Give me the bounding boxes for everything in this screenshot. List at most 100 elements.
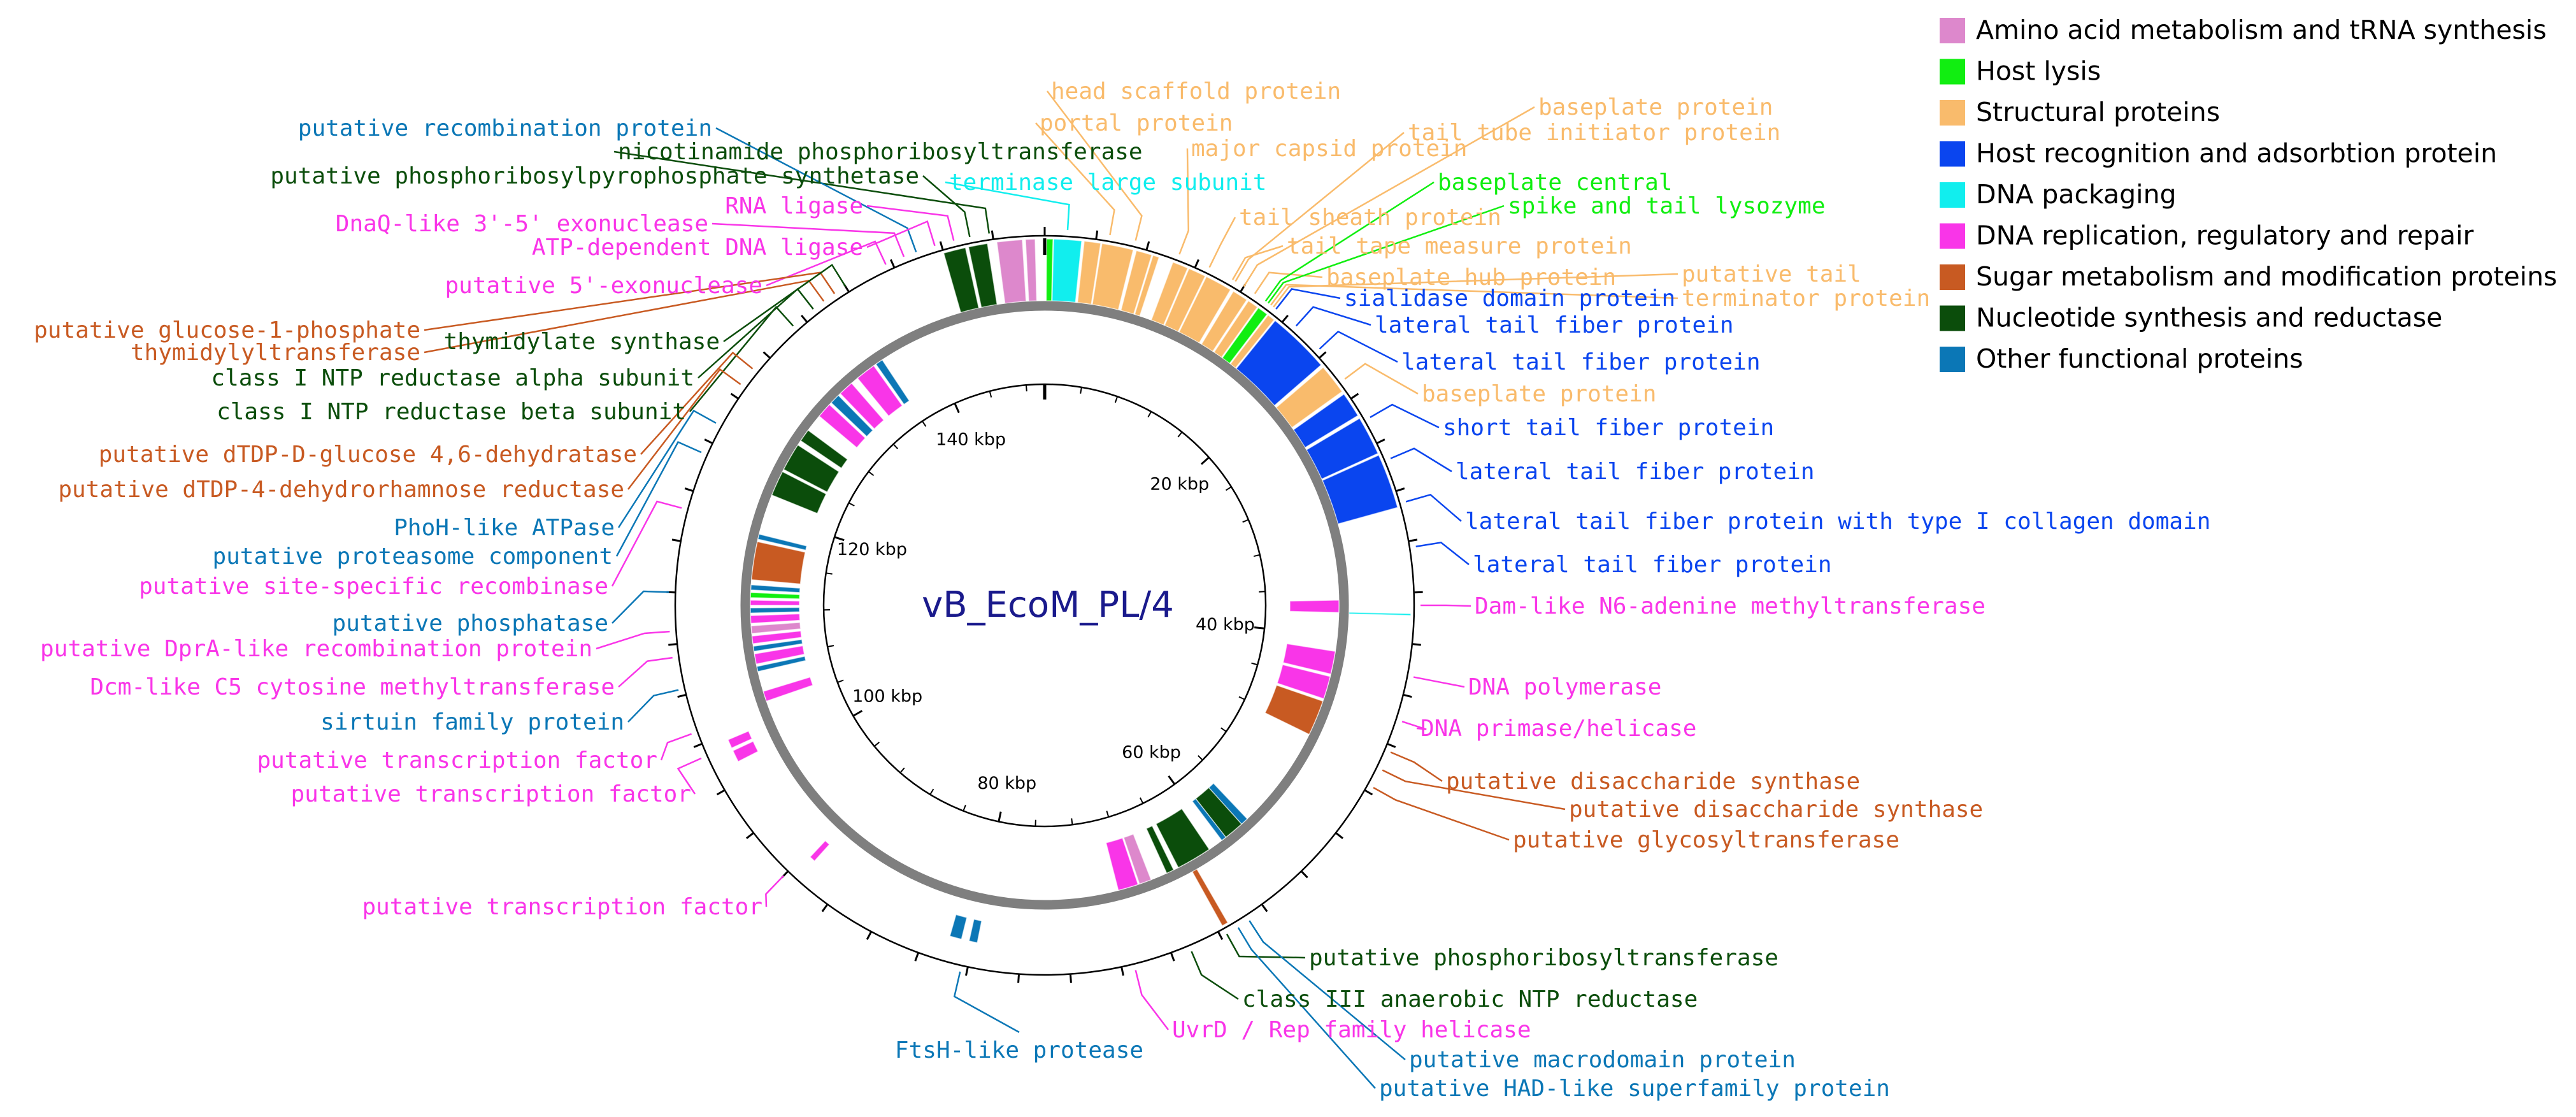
outer-ring-tick [730, 393, 739, 400]
forward-gene-arc [943, 247, 980, 313]
label-leader [1373, 786, 1510, 841]
label-leader [698, 287, 814, 378]
gene-label: Dam-like N6-adenine methyltransferase [1475, 593, 1986, 619]
reverse-gene-arc [857, 364, 903, 417]
gene-label: sirtuin family protein [320, 709, 624, 735]
scale-tick [1147, 411, 1152, 418]
scale-tick [1226, 486, 1232, 491]
outside-gene-arc [949, 914, 968, 940]
legend-label: DNA replication, regulatory and repair [1976, 220, 2473, 251]
gene-label: baseplate hub protein [1326, 264, 1616, 291]
outer-ring-tick [1194, 259, 1199, 268]
reverse-gene-arc [750, 622, 801, 635]
outer-ring-tick [1170, 953, 1175, 962]
gene-label: lateral tail fiber protein [1473, 552, 1832, 578]
outer-ring-tick [745, 832, 754, 839]
outer-ring-tick [1095, 230, 1099, 239]
gene-label: putative 5'-exonuclease [445, 273, 763, 299]
legend-swatch [1940, 305, 1965, 331]
outer-ring-tick [866, 932, 872, 940]
reverse-gene-arc [1264, 684, 1324, 735]
gene-label: putative HAD-like superfamily protein [1379, 1076, 1890, 1102]
outer-ring-tick [914, 953, 919, 962]
label-leader-lines [424, 90, 1678, 1089]
outer-ring-tick [677, 694, 686, 698]
scale-tick-label: 120 kbp [837, 540, 907, 559]
legend-swatch [1940, 18, 1965, 43]
legend-label: Structural proteins [1976, 97, 2220, 127]
label-leader [1249, 920, 1406, 1060]
legend-swatch [1940, 223, 1965, 249]
reverse-gene-arc [830, 394, 874, 438]
label-leader [1047, 90, 1143, 241]
gene-label: putative macrodomain protein [1409, 1047, 1796, 1073]
label-leader [866, 220, 936, 249]
legend-swatch [1940, 347, 1965, 372]
gene-label: putative glycosyltransferase [1513, 827, 1900, 853]
outer-ring-tick [939, 241, 944, 250]
label-leader [712, 222, 905, 257]
gene-label: sialidase domain protein [1344, 285, 1675, 312]
label-leader [612, 590, 669, 624]
gene-label: spike and tail lysozyme [1508, 193, 1826, 219]
scale-tick [922, 421, 927, 427]
gene-label: terminator protein [1682, 285, 1930, 312]
legend-label: Host recognition and adsorbtion protein [1976, 138, 2497, 169]
gene-label: DNA polymerase [1468, 674, 1661, 700]
label-leader [1420, 604, 1471, 607]
gene-label: putative site-specific recombinase [139, 573, 608, 600]
label-leader [1231, 245, 1284, 280]
forward-gene-arc [1221, 307, 1268, 364]
forward-gene-arc [1051, 238, 1082, 303]
gene-label: ATP-dependent DNA ligase [532, 234, 863, 261]
reverse-gene-arc [1123, 833, 1152, 885]
reverse-gene-arc [757, 533, 808, 551]
label-leader [866, 205, 955, 241]
outer-ring-tick [671, 538, 681, 542]
gene-label: tail tape measure protein [1287, 233, 1632, 259]
outer-ring-tick [704, 438, 713, 444]
gene-label: lateral tail fiber protein [1401, 349, 1761, 375]
label-leader [1191, 951, 1239, 1000]
outer-ring-tick [965, 967, 969, 976]
scale-tick [827, 645, 834, 648]
label-leader [1295, 306, 1371, 327]
outer-ring-tick [1396, 487, 1405, 492]
gene-label: class III anaerobic NTP reductase [1242, 986, 1698, 1013]
label-leader [627, 689, 679, 723]
outer-ring-tick [1217, 932, 1224, 940]
label-leader [627, 368, 741, 490]
gene-label: baseplate protein [1422, 381, 1656, 407]
outer-ring-tick [801, 315, 808, 322]
gene-label: PhoH-like ATPase [394, 515, 615, 541]
gene-label: RNA ligase [725, 193, 863, 219]
reverse-gene-arc [771, 471, 827, 514]
forward-gene-arc [1191, 868, 1229, 926]
gene-label: baseplate protein [1538, 94, 1773, 120]
outer-ring-tick [716, 789, 725, 796]
outer-ring-tick [1301, 870, 1308, 879]
label-leader [1413, 676, 1465, 688]
gene-label: putative dTDP-4-dehydrorhamnose reductas… [58, 477, 624, 503]
legend: Amino acid metabolism and tRNA synthesis… [1940, 15, 2557, 374]
label-leader [660, 733, 692, 761]
reverse-gene-arc [1282, 643, 1336, 675]
legend-label: Other functional proteins [1976, 343, 2303, 374]
reverse-gene-arc [1145, 825, 1175, 874]
reverse-gene-arc [1191, 798, 1227, 842]
forward-gene-arc [1091, 243, 1134, 311]
label-leader [1226, 933, 1306, 959]
gene-label: putative phosphoribosylpyrophosphate syn… [270, 163, 919, 189]
label-leader [615, 441, 702, 557]
label-leader [617, 409, 717, 528]
forward-gene-arc [1178, 276, 1231, 344]
gene-label: major capsid protein [1191, 136, 1467, 162]
reverse-gene-arc [756, 656, 806, 672]
outer-ring-tick [684, 487, 693, 492]
gene-label: putative disaccharide synthase [1569, 796, 1983, 823]
scale-tick [1198, 755, 1203, 761]
scale-tick [873, 742, 880, 747]
forward-gene-arc [1134, 254, 1160, 317]
outer-ring-tick [1350, 393, 1359, 400]
gene-label: lateral tail fiber protein with type I c… [1465, 508, 2210, 535]
